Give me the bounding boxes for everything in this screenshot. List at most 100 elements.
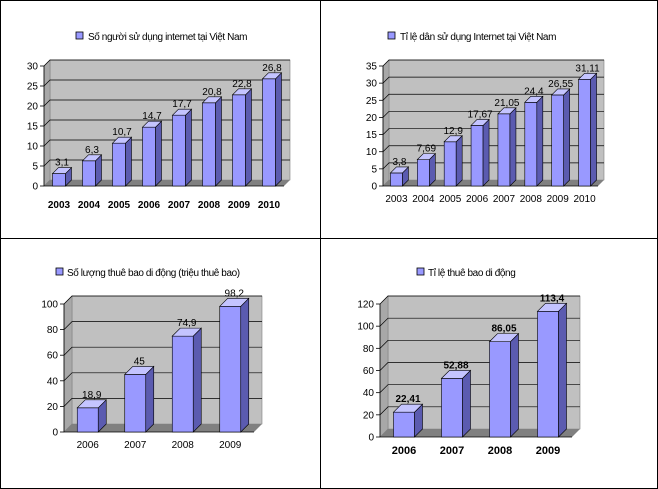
bar-front (142, 126, 156, 187)
x-tick-label: 2005 (108, 200, 131, 211)
legend-swatch (387, 31, 396, 40)
bar-top (440, 370, 472, 379)
x-tick-label: 2007 (493, 194, 516, 205)
y-tick-label: 80 (363, 344, 375, 355)
plot-area: 0 5 10 15 20 25 30 3,1 2003 6,3 2004 10,7 2005 14,7 20… (27, 59, 291, 211)
bar (392, 403, 424, 438)
chart-mobile-subscribers: Số lượng thuê bao di động (triệu thuê ba… (41, 267, 263, 451)
gridline (63, 295, 262, 305)
data-label: 22,41 (395, 394, 420, 405)
bar (51, 166, 73, 187)
bar (577, 72, 598, 187)
bar-front (172, 114, 186, 187)
gridline (43, 79, 290, 87)
x-tick-label: 2006 (466, 194, 489, 205)
data-label: 17,7 (172, 99, 192, 110)
bar-top (577, 73, 598, 80)
data-label: 113,4 (540, 293, 565, 304)
y-tick-label: 40 (363, 388, 375, 399)
bar-top (488, 333, 520, 342)
bar-top (231, 88, 253, 96)
y-tick-label: 0 (52, 428, 58, 439)
bar-top (51, 167, 73, 174)
bar-top (171, 108, 193, 116)
bar-front (524, 102, 538, 187)
x-tick-label: 2004 (78, 200, 101, 211)
x-tick-label: 2003 (385, 194, 408, 205)
gridline (379, 295, 580, 305)
y-tick-label: 20 (27, 102, 39, 113)
bar-top (111, 136, 133, 144)
data-label: 21,05 (494, 98, 519, 109)
legend: Số người sử dụng internet tại Việt Nam (75, 31, 248, 43)
bar-top (536, 303, 568, 312)
bar-top (416, 153, 437, 160)
bar-side (558, 302, 567, 438)
plot-floor (44, 180, 290, 186)
chart-title: Số lượng thuê bao di động (triệu thuê ba… (67, 267, 240, 279)
bar-front (497, 113, 511, 187)
bar-front (390, 172, 403, 187)
x-tick-label: 2004 (412, 194, 435, 205)
bar-top (201, 96, 223, 104)
bar-side (509, 107, 517, 187)
bar (81, 154, 103, 187)
y-tick-label: 30 (366, 79, 378, 90)
bar-front (393, 411, 415, 438)
y-tick-label: 5 (371, 164, 377, 175)
data-label: 6,3 (85, 145, 99, 156)
bar (111, 136, 133, 187)
bar-top (81, 154, 103, 162)
data-label: 52,88 (443, 360, 468, 371)
bar (389, 166, 410, 187)
bar-top (443, 135, 463, 143)
bar (231, 88, 253, 187)
data-label: 26,55 (548, 79, 573, 90)
x-tick-label: 2009 (228, 200, 251, 211)
bar-front (443, 141, 457, 187)
legend-swatch (416, 267, 425, 276)
bar-front (441, 378, 463, 438)
bar-side (145, 365, 155, 433)
bar-front (82, 160, 96, 187)
bar (416, 152, 437, 187)
bar (536, 302, 568, 438)
data-label: 22,8 (232, 79, 252, 90)
x-tick-label: 2005 (439, 194, 462, 205)
y-tick-label: 15 (366, 130, 378, 141)
bar-front (470, 125, 484, 187)
bar-front (537, 311, 559, 438)
data-label: 10,7 (112, 127, 132, 138)
x-tick-label: 2007 (440, 445, 464, 457)
x-tick-label: 2006 (77, 440, 100, 451)
bar-front (171, 335, 194, 433)
data-label: 14,7 (142, 111, 162, 122)
y-tick-label: 20 (363, 410, 375, 421)
bar-top (124, 366, 155, 375)
x-tick-label: 2007 (168, 200, 191, 211)
y-tick-label: 5 (32, 162, 38, 173)
gridline (382, 59, 604, 67)
y-tick-label: 80 (47, 325, 59, 336)
bar-side (455, 135, 463, 187)
data-label: 24,4 (524, 86, 544, 97)
x-tick-label: 2009 (219, 440, 242, 451)
bar-side (510, 332, 519, 438)
y-tick-label: 100 (357, 322, 374, 333)
chart-title: Tỉ lệ thuê bao di động (428, 267, 515, 279)
bar-side (245, 88, 252, 187)
bar-top (524, 96, 544, 103)
chart-title: Tỉ lệ dân sử dụng Internet tại Việt Nam (400, 31, 556, 43)
y-tick-label: 30 (27, 62, 39, 73)
y-tick-label: 0 (32, 182, 38, 193)
bar-top (141, 120, 163, 128)
gridline (63, 321, 262, 330)
plot-floor (380, 429, 580, 437)
data-label: 17,67 (468, 109, 493, 120)
legend: Tỉ lệ dân sử dụng Internet tại Việt Nam (387, 31, 556, 43)
gridline (382, 93, 604, 101)
chart-internet-rate: Tỉ lệ dân sử dụng Internet tại Việt Nam … (366, 31, 605, 205)
legend-swatch (55, 267, 64, 276)
gridline (379, 317, 580, 327)
